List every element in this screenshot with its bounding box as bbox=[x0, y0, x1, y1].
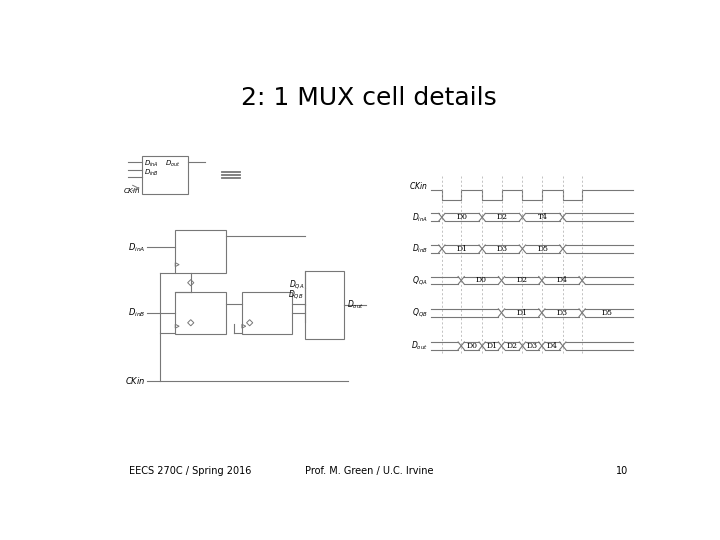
Text: $D_{inB}$: $D_{inB}$ bbox=[128, 307, 145, 319]
Text: 10: 10 bbox=[616, 465, 629, 476]
Bar bbox=[175, 231, 225, 273]
Text: T4: T4 bbox=[538, 213, 548, 221]
Text: D5: D5 bbox=[537, 245, 548, 253]
Bar bbox=[142, 156, 189, 194]
Text: D3: D3 bbox=[557, 309, 567, 317]
Text: $D_{out}$: $D_{out}$ bbox=[165, 159, 181, 169]
Bar bbox=[242, 292, 292, 334]
Text: D2: D2 bbox=[516, 276, 527, 285]
Text: D3: D3 bbox=[497, 245, 508, 253]
Text: $D_{inB}$: $D_{inB}$ bbox=[412, 242, 428, 255]
Text: D0: D0 bbox=[466, 342, 477, 350]
Text: D3: D3 bbox=[526, 342, 538, 350]
Bar bbox=[305, 271, 344, 339]
Text: $D_{inB}$: $D_{inB}$ bbox=[144, 168, 159, 178]
Text: Prof. M. Green / U.C. Irvine: Prof. M. Green / U.C. Irvine bbox=[305, 465, 433, 476]
Text: D0: D0 bbox=[476, 276, 487, 285]
Text: 2: 1 MUX cell details: 2: 1 MUX cell details bbox=[241, 86, 497, 110]
Bar bbox=[175, 292, 225, 334]
Text: D0: D0 bbox=[456, 213, 467, 221]
Text: EECS 270C / Spring 2016: EECS 270C / Spring 2016 bbox=[129, 465, 251, 476]
Text: $D_{inA}$: $D_{inA}$ bbox=[128, 241, 145, 254]
Text: $CKin$: $CKin$ bbox=[125, 375, 145, 386]
Text: $Q_{QA}$: $Q_{QA}$ bbox=[413, 274, 428, 287]
Text: D5: D5 bbox=[602, 309, 613, 317]
Text: $D_{inA}$: $D_{inA}$ bbox=[412, 211, 428, 224]
Text: D1: D1 bbox=[456, 245, 467, 253]
Text: D2: D2 bbox=[497, 213, 508, 221]
Text: $D_{QA}$: $D_{QA}$ bbox=[289, 279, 304, 292]
Text: $D_{QB}$: $D_{QB}$ bbox=[289, 288, 304, 301]
Text: D4: D4 bbox=[557, 276, 567, 285]
Text: D4: D4 bbox=[546, 342, 558, 350]
Text: D1: D1 bbox=[516, 309, 527, 317]
Text: $D_{out}$: $D_{out}$ bbox=[411, 340, 428, 352]
Text: D2: D2 bbox=[506, 342, 518, 350]
Text: $CKin$: $CKin$ bbox=[409, 180, 428, 191]
Text: $Q_{QB}$: $Q_{QB}$ bbox=[413, 306, 428, 319]
Text: $CKin$: $CKin$ bbox=[123, 186, 140, 195]
Text: $D_{inA}$: $D_{inA}$ bbox=[144, 159, 159, 169]
Text: $D_{out}$: $D_{out}$ bbox=[346, 299, 364, 311]
Text: D1: D1 bbox=[486, 342, 498, 350]
